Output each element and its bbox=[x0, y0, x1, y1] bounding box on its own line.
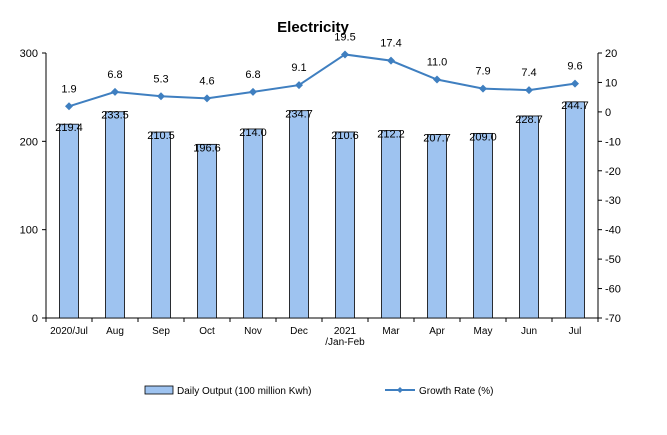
left-tick-label: 200 bbox=[20, 136, 38, 148]
bar-value-label: 214.0 bbox=[239, 127, 267, 139]
line-point bbox=[433, 75, 441, 84]
line-value-label: 17.4 bbox=[380, 38, 401, 50]
line-value-label: 4.6 bbox=[199, 75, 214, 87]
right-tick-label: -10 bbox=[605, 136, 621, 148]
x-tick-label: Mar bbox=[382, 326, 400, 337]
x-tick-label: 2021/Jan-Feb bbox=[325, 326, 365, 348]
left-tick-label: 100 bbox=[20, 225, 38, 237]
bar bbox=[197, 143, 217, 319]
growth-line bbox=[65, 50, 579, 111]
bars bbox=[59, 101, 585, 319]
x-tick-label: Oct bbox=[199, 326, 215, 337]
legend: Daily Output (100 million Kwh) Growth Rat… bbox=[144, 385, 493, 397]
right-tick-label: 20 bbox=[605, 48, 617, 60]
bar-value-label: 219.4 bbox=[55, 122, 83, 134]
right-tick-label: 0 bbox=[605, 107, 611, 119]
legend-line-marker bbox=[397, 387, 403, 393]
bar bbox=[105, 111, 125, 319]
line-value-label: 1.9 bbox=[61, 83, 76, 95]
bar bbox=[289, 110, 309, 319]
bar-value-label: 244.7 bbox=[561, 100, 589, 112]
line-point bbox=[571, 79, 579, 88]
left-tick-label: 300 bbox=[20, 48, 38, 60]
line-value-label: 6.8 bbox=[107, 69, 122, 81]
line-value-label: 19.5 bbox=[334, 31, 355, 43]
right-tick-label: -40 bbox=[605, 225, 621, 237]
legend-bar-label: Daily Output (100 million Kwh) bbox=[177, 386, 312, 397]
bar bbox=[427, 134, 447, 319]
line-value-label: 9.6 bbox=[567, 61, 582, 73]
bar bbox=[151, 131, 171, 319]
right-tick-label: -20 bbox=[605, 166, 621, 178]
legend-line-label: Growth Rate (%) bbox=[419, 386, 493, 397]
right-tick-label: -30 bbox=[605, 195, 621, 207]
bar bbox=[473, 132, 493, 319]
line-value-label: 6.8 bbox=[245, 69, 260, 81]
line-point bbox=[525, 86, 533, 95]
x-tick-label: Sep bbox=[152, 326, 170, 337]
bar-value-label: 210.6 bbox=[331, 130, 359, 142]
x-tick-label: Dec bbox=[290, 326, 308, 337]
x-tick-label: Jul bbox=[569, 326, 582, 337]
x-tick-label: Aug bbox=[106, 326, 124, 337]
line-value-label: 9.1 bbox=[291, 62, 306, 74]
bar bbox=[243, 128, 263, 319]
bar-value-label: 209.0 bbox=[469, 131, 497, 143]
bar bbox=[59, 123, 79, 319]
bar-value-label: 207.7 bbox=[423, 133, 451, 145]
line-point bbox=[295, 81, 303, 90]
bar bbox=[381, 130, 401, 319]
right-tick-label: -50 bbox=[605, 254, 621, 266]
bar-value-label: 234.7 bbox=[285, 109, 313, 121]
bar bbox=[519, 115, 539, 319]
line-point bbox=[203, 94, 211, 103]
line-point bbox=[387, 56, 395, 65]
bar-value-label: 233.5 bbox=[101, 110, 129, 122]
chart-title: Electricity bbox=[277, 19, 349, 36]
right-tick-label: -70 bbox=[605, 313, 621, 325]
growth-rate-line bbox=[68, 53, 576, 108]
right-tick-label: 10 bbox=[605, 77, 617, 89]
line-value-label: 11.0 bbox=[427, 57, 448, 69]
line-value-label: 5.3 bbox=[153, 73, 168, 85]
line-point bbox=[65, 102, 73, 111]
line-point bbox=[341, 50, 349, 59]
line-point bbox=[111, 87, 119, 96]
bar-value-label: 210.5 bbox=[147, 130, 175, 142]
x-tick-label: 2020/Jul bbox=[50, 326, 88, 337]
x-tick-label: Apr bbox=[429, 326, 445, 337]
line-point bbox=[249, 87, 257, 96]
left-tick-label: 0 bbox=[32, 313, 38, 325]
data-labels: 219.4 233.5 210.5 196.6 214.0 234.7 210.6 212.2… bbox=[55, 31, 589, 154]
line-point bbox=[479, 84, 487, 93]
line-value-label: 7.4 bbox=[521, 67, 536, 79]
bar bbox=[335, 131, 355, 319]
legend-bar-swatch bbox=[144, 385, 174, 395]
bar-value-label: 196.6 bbox=[193, 142, 221, 154]
x-tick-label: Jun bbox=[521, 326, 537, 337]
right-tick-label: -60 bbox=[605, 284, 621, 296]
bar-value-label: 212.2 bbox=[377, 129, 405, 141]
x-tick-label: Nov bbox=[244, 326, 262, 337]
line-value-label: 7.9 bbox=[475, 66, 490, 78]
bar bbox=[565, 101, 585, 319]
line-point bbox=[157, 92, 165, 101]
bar-value-label: 228.7 bbox=[515, 114, 543, 126]
x-tick-label: May bbox=[474, 326, 493, 337]
